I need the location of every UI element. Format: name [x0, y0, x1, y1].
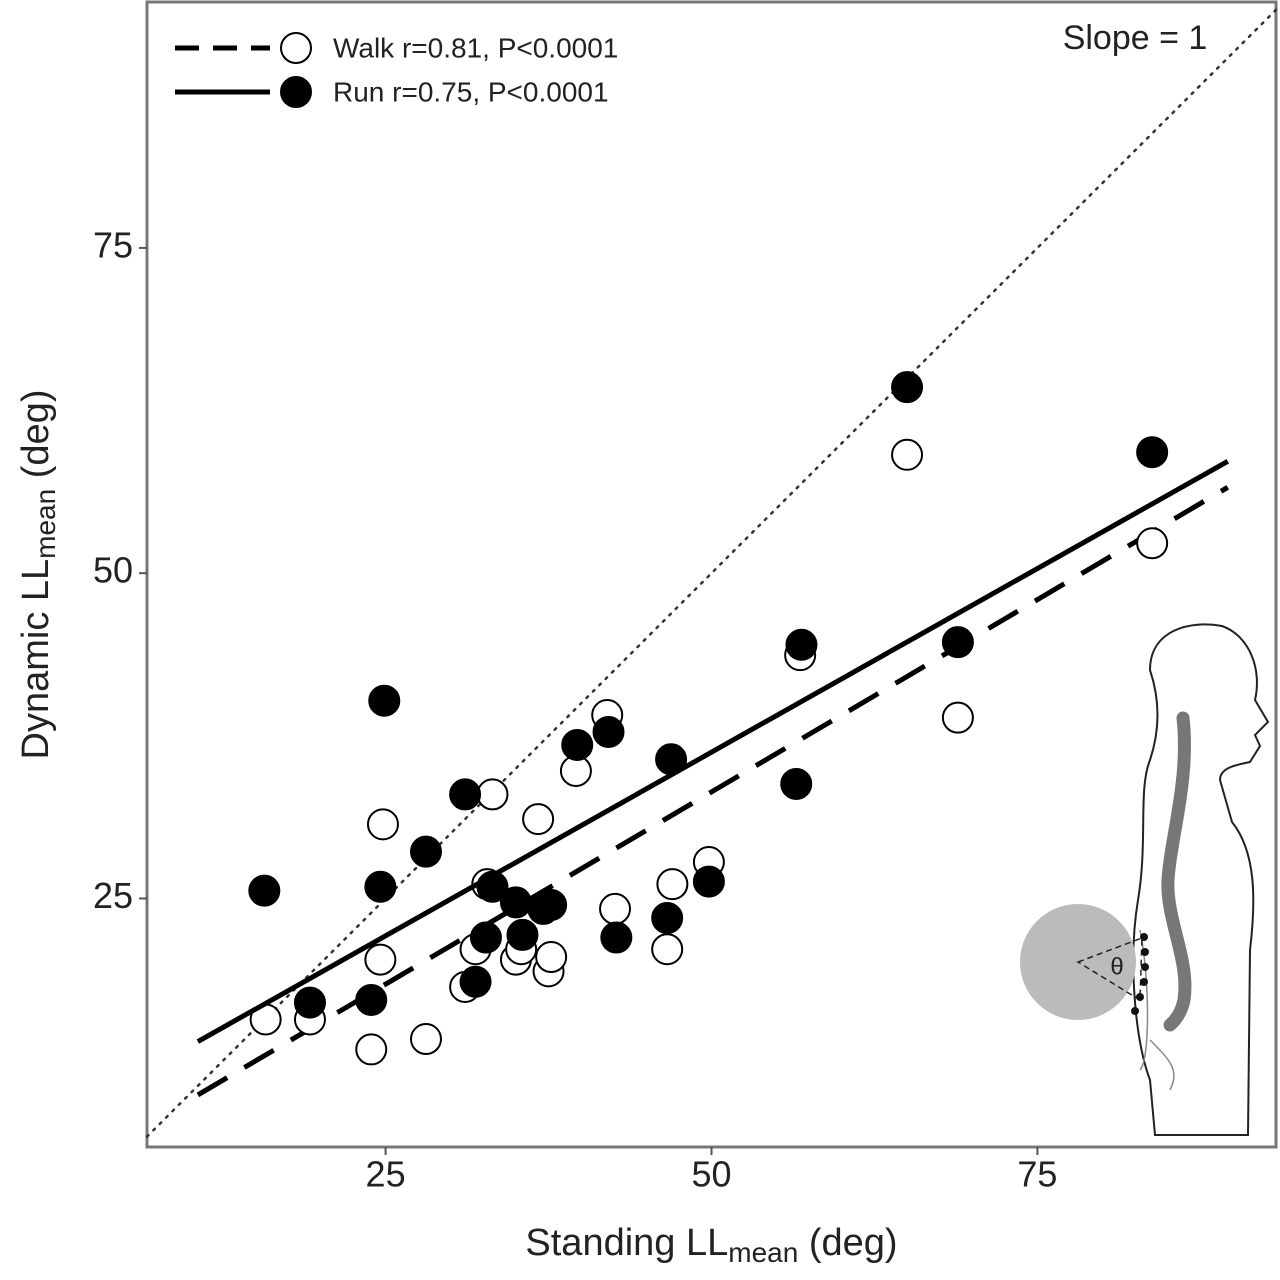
point	[368, 684, 401, 717]
point	[248, 874, 281, 907]
point	[476, 778, 509, 811]
legend-label: Walk r=0.81, P<0.0001	[333, 32, 618, 63]
point	[499, 886, 532, 919]
point	[506, 918, 539, 951]
point	[355, 1033, 388, 1066]
point	[449, 778, 482, 811]
point	[364, 870, 397, 903]
point	[941, 701, 974, 734]
x-tick-label: 75	[1017, 1154, 1057, 1195]
fit-line	[196, 459, 1229, 1044]
y-axis-title-part: Dynamic LL	[15, 559, 57, 760]
point	[941, 626, 974, 659]
x-axis-title-part: (deg)	[798, 1222, 897, 1264]
point	[469, 921, 502, 954]
point	[651, 933, 684, 966]
y-axis-title-part: (deg)	[15, 390, 57, 489]
point	[651, 902, 684, 934]
point	[780, 767, 813, 800]
point	[600, 921, 633, 954]
point	[1136, 436, 1169, 469]
x-axis-title: Standing LLmean (deg)	[525, 1222, 897, 1268]
point	[366, 808, 399, 841]
point	[535, 941, 568, 974]
point	[355, 983, 388, 1016]
point	[785, 628, 818, 661]
fit-line	[196, 485, 1230, 1098]
y-tick-label: 50	[93, 550, 133, 591]
x-axis-title-part: Standing LL	[525, 1222, 728, 1264]
point	[522, 803, 555, 836]
point	[1136, 527, 1169, 560]
legend-marker	[280, 76, 312, 108]
point	[692, 865, 725, 898]
point	[535, 888, 568, 921]
point	[891, 438, 924, 471]
spine-illustration: θ	[1020, 623, 1270, 1136]
legend-label: Run r=0.75, P<0.0001	[333, 76, 609, 107]
point	[409, 1023, 442, 1056]
point	[592, 715, 625, 748]
x-axis-title-part: mean	[728, 1237, 798, 1268]
y-tick-label: 75	[93, 224, 133, 265]
point	[409, 835, 442, 868]
x-tick-label: 25	[366, 1154, 406, 1195]
x-tick-label: 50	[691, 1154, 731, 1195]
y-tick-label: 25	[93, 875, 133, 916]
point	[891, 371, 924, 404]
point	[364, 943, 397, 976]
svg-text:θ: θ	[1110, 953, 1123, 980]
point	[476, 870, 509, 903]
plot-area	[145, 8, 1278, 1138]
point	[599, 892, 632, 925]
point	[459, 965, 492, 998]
y-axis-title-part: mean	[30, 489, 61, 559]
point	[655, 743, 688, 776]
point	[293, 986, 326, 1019]
point	[656, 868, 689, 901]
point	[561, 728, 594, 761]
reference-label: Slope = 1	[1063, 19, 1208, 57]
legend-marker	[280, 32, 312, 64]
overlay: Slope = 1 Walk r=0.81, P<0.0001 Run r=0.75…	[175, 19, 1208, 108]
y-axis-title: Dynamic LLmean (deg)	[15, 390, 61, 760]
